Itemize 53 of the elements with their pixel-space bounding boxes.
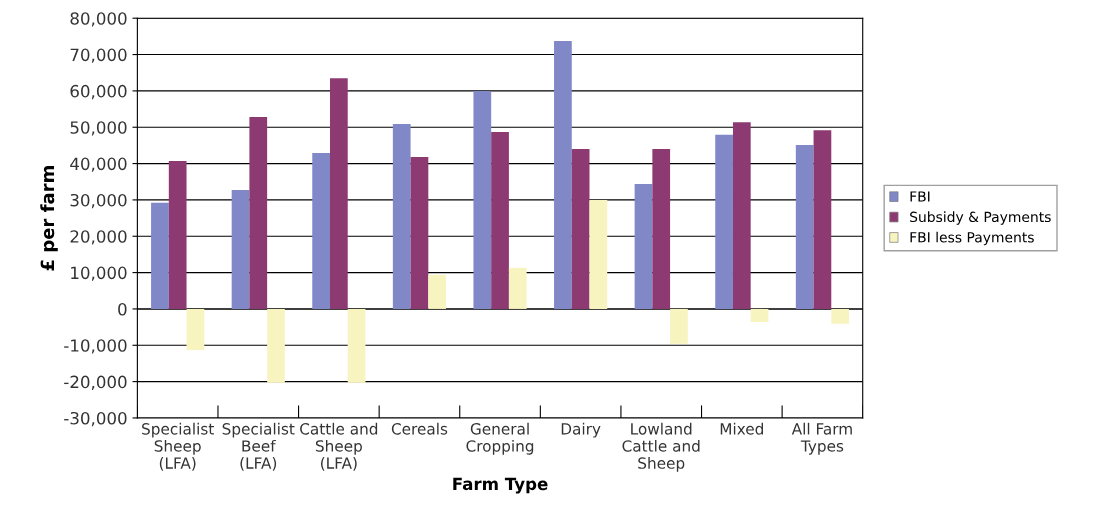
bar: [249, 117, 268, 309]
bar: [652, 149, 671, 309]
bar: [554, 41, 572, 309]
y-tick-label: -20,000: [64, 375, 127, 390]
x-tick-label: All Farm Types: [791, 422, 852, 455]
bar: [392, 123, 411, 309]
y-tick-label: 20,000: [70, 230, 127, 245]
bar: [312, 153, 330, 309]
bar: [508, 267, 527, 309]
x-tick-label: Cattle and Sheep (LFA): [300, 422, 378, 471]
x-tick-label: Mixed: [720, 422, 763, 435]
y-tick-label: 30,000: [70, 193, 127, 209]
bar: [589, 199, 608, 309]
y-tick-label: 70,000: [70, 48, 127, 63]
x-tick-label: Specialist Sheep (LFA): [142, 422, 214, 471]
bar: [168, 161, 187, 309]
legend-label: Subsidy & Payments: [910, 211, 1051, 225]
bar: [473, 90, 492, 309]
y-tick-label: -30,000: [64, 411, 127, 427]
bar: [670, 308, 688, 344]
bar: [329, 78, 348, 309]
bar: [813, 130, 832, 309]
x-tick-label: Dairy: [561, 422, 601, 438]
bar: [347, 308, 366, 383]
y-tick-label: 50,000: [70, 121, 127, 136]
y-tick-label: 0: [118, 302, 127, 316]
x-tick-label: Cereals: [391, 422, 448, 435]
bar: [428, 274, 447, 309]
x-tick-label: Lowland Cattle and Sheep: [622, 422, 700, 472]
bar: [186, 308, 205, 350]
y-tick-label: 10,000: [71, 266, 127, 281]
bar: [831, 308, 850, 324]
y-tick-label: 40,000: [70, 157, 127, 172]
bar: [795, 145, 814, 309]
bar: [231, 190, 250, 309]
legend-label: FBI: [910, 191, 930, 202]
bar: [750, 308, 769, 323]
x-tick-label: Specialist Beef (LFA): [222, 422, 295, 471]
y-tick-label: 80,000: [70, 12, 127, 27]
legend-label: FBI less Payments: [910, 231, 1034, 246]
bar: [151, 202, 169, 309]
x-tick-label: General Cropping: [466, 422, 534, 455]
bar: [491, 131, 509, 309]
y-tick-label: 60,000: [70, 84, 127, 100]
bar: [267, 308, 285, 383]
x-axis-title: Farm Type: [453, 477, 548, 494]
bar: [571, 149, 590, 309]
bar: [732, 122, 751, 309]
bar: [715, 134, 733, 309]
bar: [634, 183, 653, 309]
y-tick-label: -10,000: [64, 339, 127, 354]
bar: [410, 157, 429, 309]
y-axis-title: £ per farm: [40, 166, 58, 271]
